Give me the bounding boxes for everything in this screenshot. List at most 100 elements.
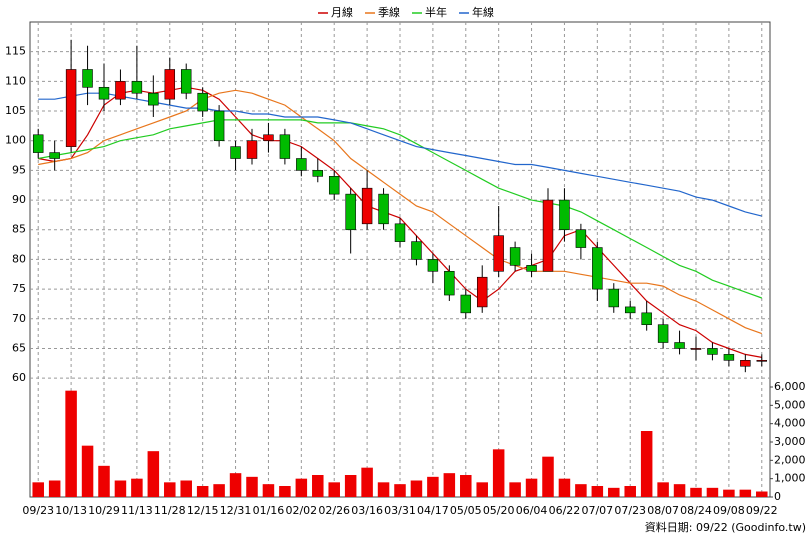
volume-bar [328,482,340,497]
y2-tick-label: 6,000 [774,380,806,393]
volume-bar [443,473,456,497]
x-tick-label: 08/07 [647,504,679,517]
y-tick-label: 105 [5,104,26,117]
candle-body [707,348,718,355]
candle-body [213,110,225,142]
candle-body [476,276,488,308]
candle-body [263,134,274,142]
x-tick-label: 11/13 [121,504,153,517]
legend-label: 月線 [331,5,353,19]
candle-body [444,270,455,296]
candle-body [690,348,702,350]
volume-bar [114,480,127,497]
volume-bar [32,482,44,497]
x-tick-label: 11/28 [154,504,186,517]
volume-bar [377,482,390,497]
legend-label: 季線 [378,5,400,19]
candle-body [230,146,241,159]
x-tick-label: 09/08 [713,504,745,517]
y2-tick-label: 5,000 [774,398,806,411]
x-tick-label: 01/16 [253,504,285,517]
volume-bar [756,491,768,497]
volume-bar [624,486,636,497]
x-tick-label: 03/31 [384,504,416,517]
volume-bar [65,390,77,497]
candle-body [279,134,291,159]
x-tick-label: 09/23 [22,504,54,517]
volume-bar [427,476,439,497]
candle-body [328,176,340,195]
volume-bar [180,480,192,497]
volume-bar [410,480,423,497]
candle-body [674,342,685,349]
y2-tick-label: 3,000 [774,435,806,448]
x-tick-label: 02/26 [318,504,350,517]
y-tick-label: 100 [5,134,26,147]
candle-body [180,69,192,94]
x-tick-label: 07/23 [614,504,646,517]
candle-body [559,199,570,231]
volume-bar [673,484,686,497]
y-tick-label: 85 [12,223,26,236]
volume-bar [690,487,702,497]
volume-bar [213,484,225,497]
candle-body [312,170,324,177]
volume-bar [196,486,209,497]
volume-bar [279,486,291,497]
y-tick-label: 110 [5,74,26,87]
candle-body [526,265,537,272]
volume-bar [706,487,719,497]
volume-bar [229,473,242,497]
volume-bar [98,465,110,497]
x-tick-label: 07/07 [581,504,613,517]
volume-bar [394,484,406,497]
candle-body [394,223,406,242]
volume-bar [591,486,604,497]
candle-body [493,235,504,272]
candle-body [378,193,389,225]
candle-body [657,324,669,343]
candle-body [575,229,587,248]
volume-bar [640,431,653,497]
volume-bar [262,484,275,497]
x-tick-label: 12/31 [220,504,252,517]
x-tick-label: 06/22 [549,504,581,517]
volume-bar [460,475,472,497]
volume-bar [344,475,357,497]
x-tick-label: 06/04 [516,504,548,517]
candle-body [723,354,735,361]
y-tick-label: 70 [12,312,26,325]
candle-body [32,134,44,153]
candle-body [411,241,422,260]
candle-body [624,306,636,314]
y2-tick-label: 0 [774,490,781,503]
x-tick-label: 02/02 [285,504,317,517]
x-tick-label: 08/24 [680,504,712,517]
candle-body [542,199,554,272]
volume-bar [525,478,538,497]
ma-line [38,119,763,299]
x-tick-label: 04/17 [417,504,449,517]
volume-bar [542,456,554,497]
volume-bar [657,482,669,497]
volume-bar [723,489,735,497]
y-tick-label: 80 [12,252,26,265]
candle-body [115,81,126,100]
x-tick-label: 12/15 [187,504,219,517]
volume-bar [476,482,488,497]
volume-bar [492,449,505,497]
candle-body [131,81,143,94]
y2-tick-label: 1,000 [774,472,806,485]
y-tick-label: 75 [12,282,26,295]
volume-bar [739,489,752,497]
y-tick-label: 90 [12,193,26,206]
volume-bar [246,476,258,497]
y-tick-label: 65 [12,341,26,354]
volume-bar [147,451,160,497]
candle-body [608,288,620,308]
volume-bar [81,445,94,497]
volume-bar [164,482,176,497]
y2-tick-label: 2,000 [774,453,806,466]
y2-tick-label: 4,000 [774,417,806,430]
